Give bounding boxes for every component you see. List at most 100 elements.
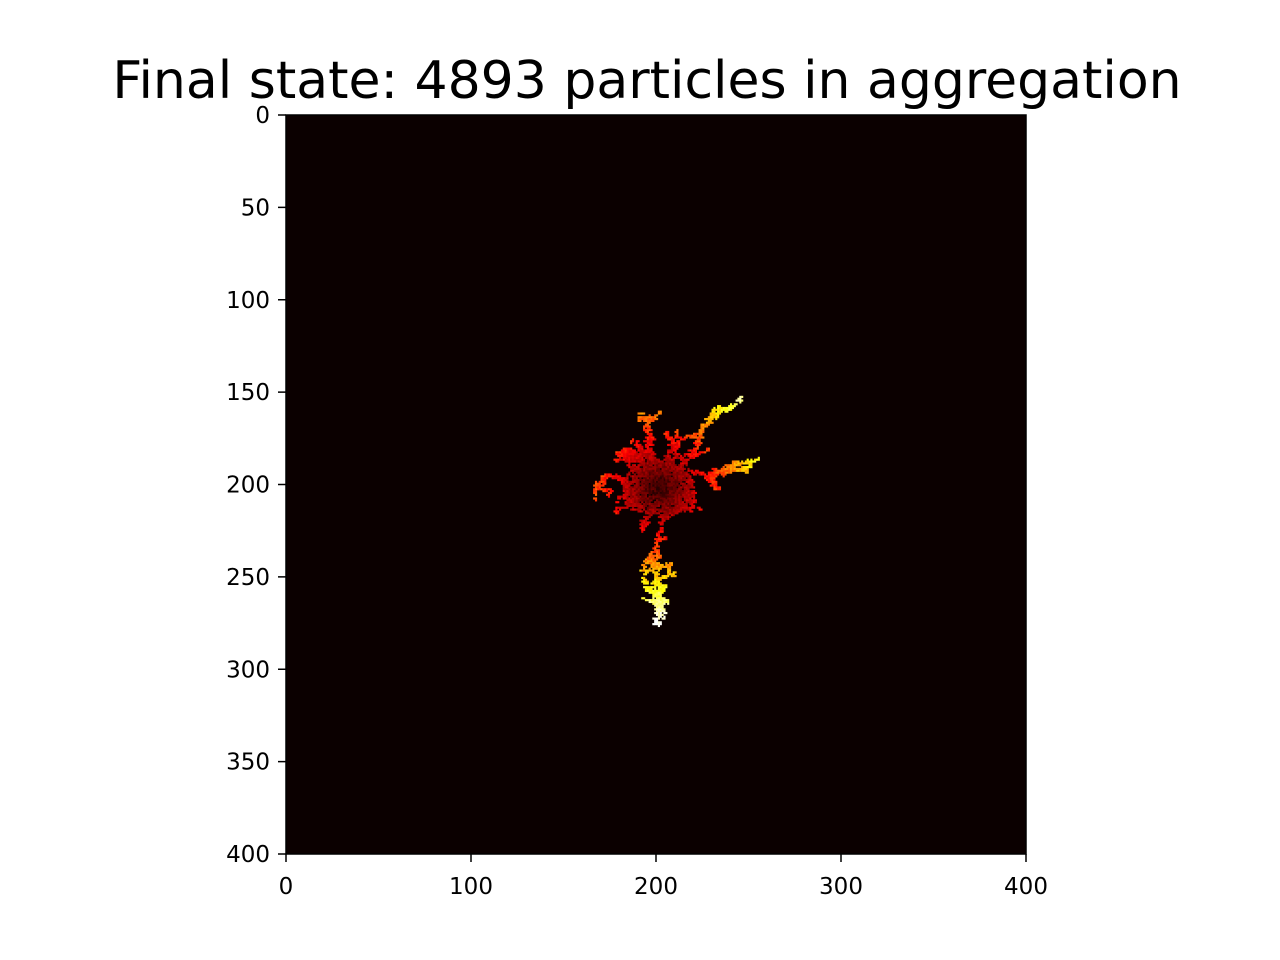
particle	[674, 445, 677, 448]
particle	[742, 469, 746, 472]
particle	[652, 417, 655, 421]
particle	[698, 432, 701, 435]
particle	[717, 416, 720, 419]
particle	[617, 460, 620, 463]
particle	[648, 591, 651, 594]
particle	[670, 486, 673, 489]
particle	[637, 499, 640, 502]
particle	[696, 447, 699, 450]
particle	[672, 456, 675, 459]
particle	[652, 451, 655, 454]
particle	[654, 497, 657, 500]
particle	[663, 514, 666, 517]
particle	[663, 480, 666, 483]
particle	[637, 417, 640, 421]
particle	[733, 462, 736, 465]
particle	[683, 438, 686, 441]
particle	[668, 449, 672, 452]
particle	[705, 475, 709, 478]
particle	[650, 477, 653, 480]
particle	[622, 490, 625, 493]
particle	[650, 599, 653, 602]
particle	[639, 526, 642, 530]
particle	[643, 506, 646, 509]
particle	[646, 473, 649, 476]
particle	[641, 510, 644, 513]
particle	[717, 410, 720, 413]
particle	[657, 539, 660, 543]
particle	[650, 443, 653, 447]
particle	[739, 464, 742, 467]
particle	[656, 471, 659, 474]
particle	[672, 484, 675, 487]
particle	[746, 469, 749, 472]
y-tick-label: 400	[226, 842, 270, 868]
particle	[661, 576, 664, 580]
particle	[643, 563, 646, 567]
particle	[661, 484, 664, 487]
particle	[691, 504, 694, 507]
particle	[626, 486, 629, 489]
particle	[680, 480, 683, 483]
particle	[681, 469, 685, 472]
x-tick-label: 300	[819, 874, 863, 900]
particle	[676, 491, 679, 495]
particle	[683, 508, 686, 511]
particle	[628, 451, 631, 454]
particle	[698, 508, 701, 511]
particle	[728, 405, 731, 408]
particle	[750, 460, 753, 463]
particle	[637, 464, 640, 467]
particle	[619, 456, 622, 459]
particle	[696, 454, 699, 458]
particle	[661, 589, 664, 592]
particle	[654, 586, 657, 589]
particle	[643, 528, 646, 531]
particle	[665, 514, 668, 517]
particle	[656, 469, 659, 472]
particle	[633, 493, 636, 496]
particle	[652, 443, 655, 447]
particle	[681, 467, 685, 471]
particle	[646, 438, 649, 441]
particle	[709, 478, 712, 482]
particle	[718, 488, 722, 491]
particle	[726, 406, 729, 410]
particle	[644, 562, 648, 565]
particle	[654, 541, 657, 544]
particle	[635, 493, 638, 496]
particle	[626, 449, 629, 452]
particle	[667, 467, 670, 471]
particle	[694, 501, 697, 504]
particle	[709, 475, 712, 478]
particle	[674, 571, 677, 574]
particle	[746, 466, 749, 469]
particle	[652, 617, 655, 620]
particle	[691, 502, 694, 506]
particle	[670, 445, 673, 448]
particle	[687, 469, 690, 472]
particle	[654, 571, 657, 574]
particle	[672, 462, 675, 465]
particle	[663, 477, 666, 480]
particle	[594, 482, 598, 485]
particle	[730, 403, 733, 406]
particle	[687, 488, 690, 491]
particle	[648, 488, 651, 491]
particle	[633, 508, 636, 511]
particle	[633, 473, 636, 476]
particle	[668, 458, 672, 461]
particle	[600, 477, 603, 480]
particle	[676, 469, 679, 472]
particle	[704, 473, 707, 476]
particle	[663, 499, 666, 502]
particle	[624, 454, 627, 458]
particle	[637, 458, 640, 461]
particle	[681, 486, 685, 489]
particle	[672, 473, 675, 476]
particle	[661, 460, 664, 463]
particle	[683, 477, 686, 480]
particle	[656, 545, 659, 548]
particle	[741, 466, 744, 469]
particle	[661, 575, 664, 578]
